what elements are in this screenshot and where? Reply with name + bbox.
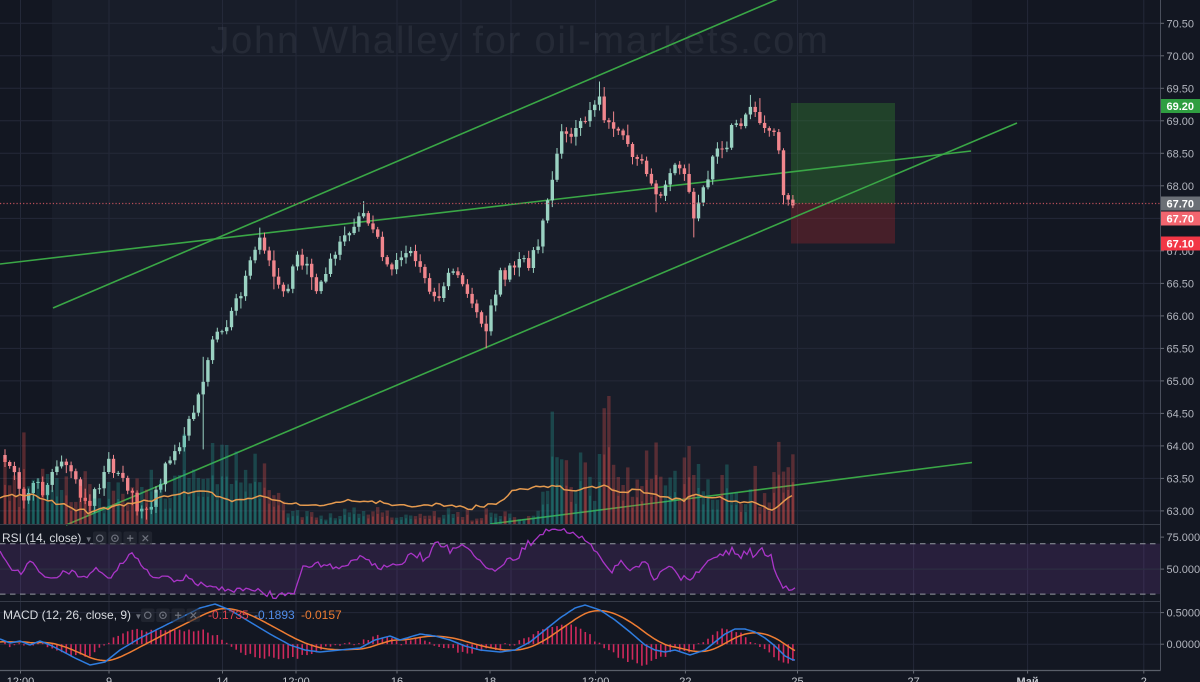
svg-text:69.50: 69.50 [1167,83,1195,95]
svg-text:68.50: 68.50 [1167,148,1195,160]
svg-text:Май: Май [1017,676,1039,682]
svg-text:69.20: 69.20 [1167,101,1195,113]
svg-text:14: 14 [216,676,228,682]
svg-text:12:00: 12:00 [7,676,35,682]
svg-text:64.00: 64.00 [1167,441,1195,453]
svg-text:18: 18 [484,676,496,682]
svg-text:66.00: 66.00 [1167,311,1195,323]
svg-text:69.00: 69.00 [1167,116,1195,128]
svg-text:2: 2 [1141,676,1147,682]
svg-text:RSI (14, close) ▼: RSI (14, close) ▼ [2,531,93,545]
svg-text:63.00: 63.00 [1167,506,1195,518]
svg-text:27: 27 [907,676,919,682]
svg-text:65.50: 65.50 [1167,343,1195,355]
svg-text:67.10: 67.10 [1167,239,1195,251]
svg-text:25: 25 [791,676,803,682]
svg-text:16: 16 [391,676,403,682]
svg-text:65.00: 65.00 [1167,376,1195,388]
svg-text:MACD (12, 26, close, 9) ▼: MACD (12, 26, close, 9) ▼ [3,608,142,622]
svg-text:12:00: 12:00 [582,676,610,682]
svg-text:70.00: 70.00 [1167,51,1195,63]
svg-text:-0.1735: -0.1735 [208,608,249,622]
svg-text:-0.0157: -0.0157 [301,608,342,622]
svg-text:50.0000: 50.0000 [1167,564,1200,576]
svg-text:22: 22 [679,676,691,682]
svg-text:67.70: 67.70 [1167,199,1195,211]
svg-text:63.50: 63.50 [1167,473,1195,485]
svg-text:70.50: 70.50 [1167,18,1195,30]
svg-text:-0.1893: -0.1893 [254,608,295,622]
svg-text:12:00: 12:00 [282,676,310,682]
svg-text:0.0000: 0.0000 [1167,639,1200,651]
svg-text:John Whalley for oil-markets.c: John Whalley for oil-markets.com [210,20,829,62]
svg-text:64.50: 64.50 [1167,408,1195,420]
svg-text:75.0000: 75.0000 [1167,532,1200,544]
svg-text:9: 9 [106,676,112,682]
svg-text:66.50: 66.50 [1167,278,1195,290]
svg-text:0.5000: 0.5000 [1167,608,1200,620]
svg-text:67.70: 67.70 [1167,214,1195,226]
svg-text:68.00: 68.00 [1167,181,1195,193]
